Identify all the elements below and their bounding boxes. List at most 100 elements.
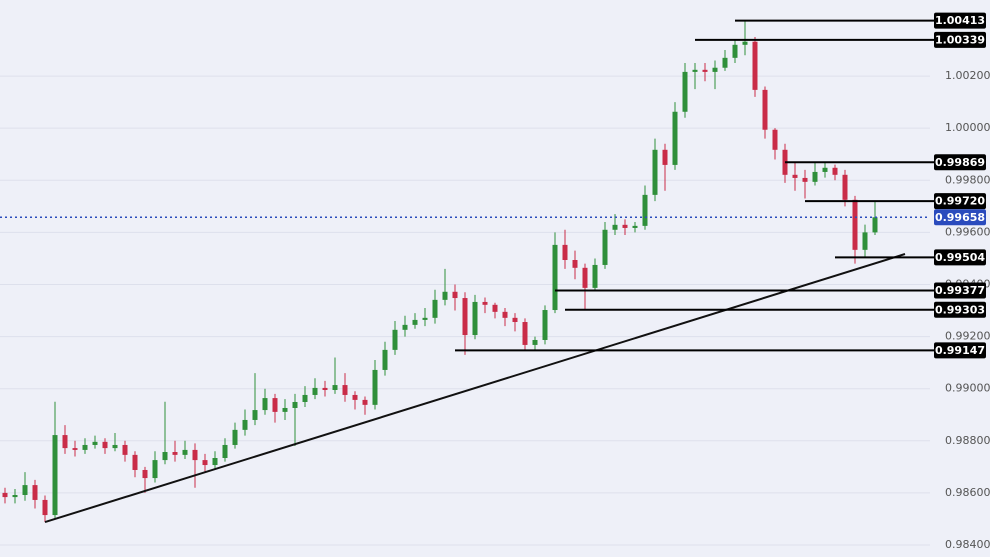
y-tick-label: 1.00200 — [945, 69, 990, 82]
candle-body — [372, 369, 378, 405]
level-label-box — [934, 249, 986, 266]
candle-body — [342, 385, 348, 395]
current-price-box — [934, 209, 986, 226]
candle-body — [352, 394, 358, 400]
candle-body — [762, 89, 768, 130]
candle-body — [812, 171, 818, 182]
candle-body — [442, 291, 448, 300]
candle-body — [22, 485, 28, 495]
trendline — [44, 253, 906, 524]
level-label-box — [934, 301, 986, 318]
level-label: 0.99720 — [935, 195, 985, 208]
candle-body — [242, 419, 248, 430]
candle-body — [592, 264, 598, 288]
candle-body — [162, 452, 168, 461]
candle-body — [362, 399, 368, 405]
candle-body — [642, 194, 648, 226]
candle-body — [602, 229, 608, 265]
candle-body — [742, 41, 748, 45]
candle-body — [822, 167, 828, 172]
candle-body — [452, 291, 458, 299]
candle-body — [462, 298, 468, 336]
candle-body — [802, 177, 808, 182]
candle-body — [692, 69, 698, 72]
candle-body — [172, 452, 178, 455]
candle-body — [142, 469, 148, 479]
candle-body — [582, 267, 588, 288]
candle-body — [322, 387, 328, 391]
candle-body — [82, 444, 88, 450]
y-tick-label: 0.98600 — [945, 486, 990, 499]
candle-body — [392, 329, 398, 350]
level-label-box — [934, 282, 986, 299]
candle-body — [102, 441, 108, 449]
level-label: 0.99377 — [935, 284, 985, 297]
candle-body — [662, 149, 668, 165]
level-label-box — [934, 154, 986, 171]
level-label-box — [934, 193, 986, 210]
candle-body — [2, 492, 8, 498]
candle-body — [252, 410, 258, 420]
candle-body — [42, 499, 48, 516]
level-label: 0.99869 — [935, 156, 985, 169]
candle-body — [792, 174, 798, 178]
level-label-box — [934, 31, 986, 48]
candle-body — [382, 349, 388, 370]
candle-body — [52, 435, 58, 516]
level-label: 0.99147 — [935, 344, 985, 357]
candle-body — [872, 217, 878, 233]
candle-body — [132, 454, 138, 470]
candle-body — [512, 317, 518, 323]
candle-body — [682, 71, 688, 112]
level-label: 1.00339 — [935, 33, 985, 46]
candle-body — [722, 57, 728, 68]
candle-body — [522, 322, 528, 345]
level-label: 0.99504 — [935, 251, 985, 264]
candle-body — [292, 401, 298, 408]
candle-body — [532, 339, 538, 345]
candle-body — [732, 44, 738, 58]
candle-body — [432, 299, 438, 318]
y-tick-label: 0.99600 — [945, 225, 990, 238]
y-tick-label: 0.99800 — [945, 173, 990, 186]
candle-body — [502, 311, 508, 318]
candle-body — [622, 224, 628, 228]
candle-body — [32, 485, 38, 500]
candle-body — [772, 129, 778, 150]
level-label-box — [934, 342, 986, 359]
y-tick-label: 0.98400 — [945, 538, 990, 551]
candle-body — [542, 310, 548, 340]
candle-body — [202, 460, 208, 466]
candle-body — [552, 244, 558, 311]
candle-body — [232, 429, 238, 445]
candle-body — [212, 458, 218, 466]
candle-body — [122, 444, 128, 455]
y-tick-label: 0.99000 — [945, 382, 990, 395]
candle-body — [182, 449, 188, 455]
candle-body — [192, 449, 198, 461]
candle-body — [752, 41, 758, 90]
y-tick-label: 1.00000 — [945, 121, 990, 134]
candle-body — [272, 398, 278, 412]
candle-body — [222, 444, 228, 459]
candle-body — [312, 387, 318, 395]
candle-body — [302, 394, 308, 402]
candle-body — [712, 67, 718, 72]
candle-body — [332, 385, 338, 391]
candle-body — [612, 224, 618, 230]
level-label: 1.00413 — [935, 14, 985, 27]
current-price-label: 0.99658 — [935, 211, 985, 224]
y-tick-label: 0.99200 — [945, 330, 990, 343]
candle-body — [702, 69, 708, 72]
candle-body — [152, 460, 158, 479]
candle-body — [652, 149, 658, 195]
candle-body — [262, 398, 268, 411]
candle-body — [282, 407, 288, 412]
candle-body — [92, 441, 98, 445]
candle-body — [842, 174, 848, 200]
level-label: 0.99303 — [935, 303, 985, 316]
level-label-box — [934, 12, 986, 29]
